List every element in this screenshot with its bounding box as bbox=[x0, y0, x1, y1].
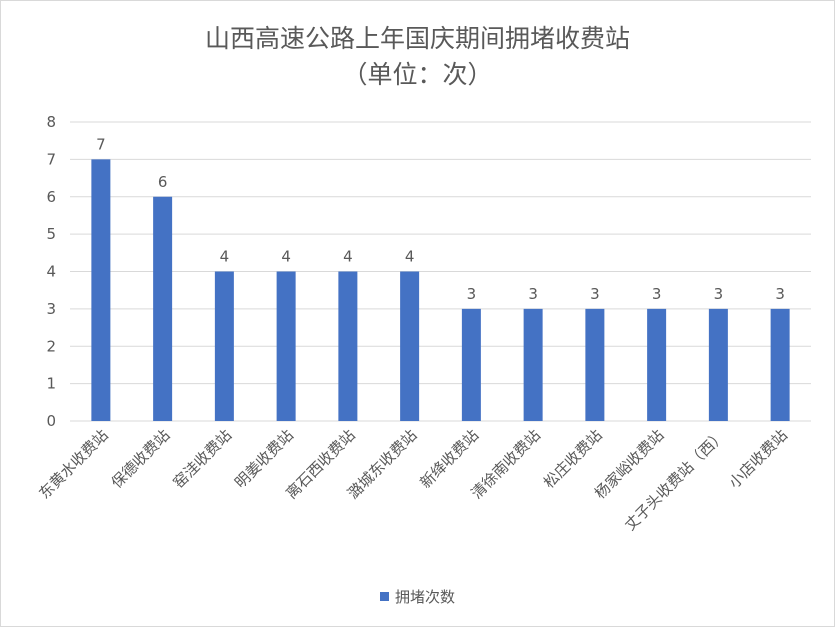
bar bbox=[214, 271, 234, 421]
bar bbox=[91, 159, 111, 421]
data-label: 7 bbox=[96, 135, 106, 153]
legend-label: 拥堵次数 bbox=[394, 588, 455, 606]
x-category-label: 保德收费站 bbox=[108, 426, 174, 492]
data-label: 3 bbox=[590, 285, 600, 303]
y-tick-label: 5 bbox=[46, 225, 56, 243]
y-tick-label: 2 bbox=[46, 337, 56, 355]
chart-title: 山西高速公路上年国庆期间拥堵收费站 bbox=[204, 24, 630, 53]
y-tick-label: 3 bbox=[46, 300, 56, 318]
y-tick-label: 8 bbox=[46, 113, 56, 131]
data-label: 4 bbox=[281, 248, 291, 266]
data-label: 4 bbox=[220, 248, 230, 266]
y-tick-label: 7 bbox=[46, 150, 56, 168]
bar bbox=[338, 271, 358, 421]
data-label: 3 bbox=[528, 285, 538, 303]
data-label: 6 bbox=[158, 173, 168, 191]
data-label: 3 bbox=[714, 285, 724, 303]
bar bbox=[400, 271, 420, 421]
legend-swatch bbox=[379, 592, 389, 601]
bar bbox=[647, 308, 667, 421]
y-tick-label: 6 bbox=[46, 188, 56, 206]
x-category-label: 小店收费站 bbox=[725, 426, 791, 492]
y-tick-label: 0 bbox=[46, 412, 56, 430]
bar bbox=[770, 308, 790, 421]
x-category-label: 东黄水收费站 bbox=[35, 426, 111, 502]
chart-title-block: 山西高速公路上年国庆期间拥堵收费站 （单位：次） bbox=[1, 21, 834, 93]
bar bbox=[276, 271, 296, 421]
x-category-label: 窑洼收费站 bbox=[169, 426, 235, 492]
data-label: 4 bbox=[343, 248, 353, 266]
bar bbox=[523, 308, 543, 421]
bar bbox=[153, 196, 173, 421]
x-category-label: 松庄收费站 bbox=[540, 426, 606, 492]
data-label: 3 bbox=[467, 285, 477, 303]
data-label: 3 bbox=[652, 285, 662, 303]
data-label: 4 bbox=[405, 248, 415, 266]
bar bbox=[461, 308, 481, 421]
x-category-label: 明姜收费站 bbox=[231, 426, 297, 492]
bar bbox=[708, 308, 728, 421]
chart-legend: 拥堵次数 bbox=[1, 586, 834, 607]
chart-subtitle: （单位：次） bbox=[342, 60, 493, 89]
data-label: 3 bbox=[775, 285, 785, 303]
y-tick-label: 4 bbox=[46, 263, 56, 281]
bar bbox=[585, 308, 605, 421]
x-category-label: 新绛收费站 bbox=[416, 426, 482, 492]
y-tick-label: 1 bbox=[46, 375, 56, 393]
